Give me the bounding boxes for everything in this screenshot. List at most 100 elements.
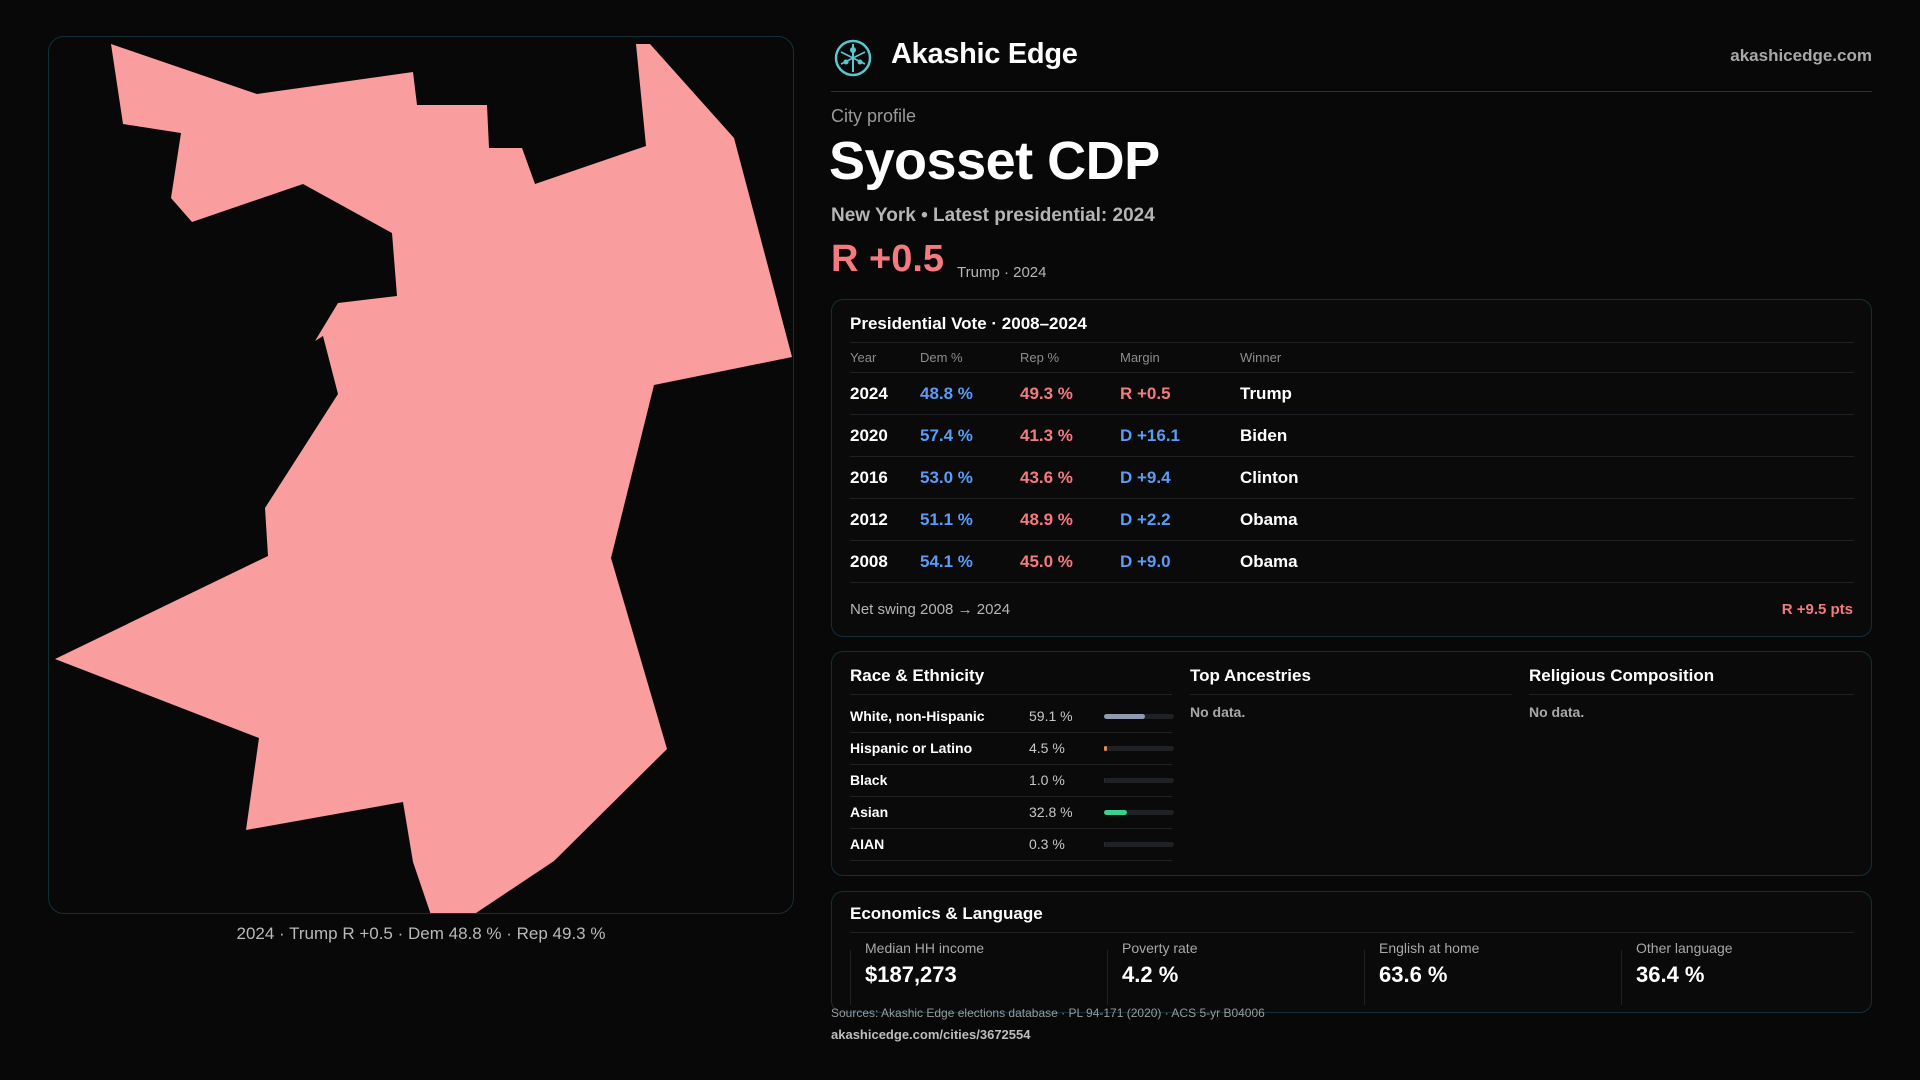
stat-label: Poverty rate <box>1122 940 1198 956</box>
stat-value: $187,273 <box>865 962 957 987</box>
cell-winner: Trump <box>1240 372 1854 415</box>
stat-label: Other language <box>1636 940 1733 956</box>
card-divider <box>850 932 1854 933</box>
ancestries-empty: No data. <box>1190 704 1246 720</box>
cell-rep: 48.9 % <box>1020 498 1120 541</box>
race-label: Hispanic or Latino <box>850 740 973 756</box>
stat-value: 63.6 % <box>1379 962 1448 987</box>
race-bar-fill <box>1104 746 1108 751</box>
cell-winner: Biden <box>1240 414 1854 457</box>
cell-rep: 45.0 % <box>1020 540 1120 583</box>
demographics-card: Race & Ethnicity White, non-Hispanic 59.1… <box>831 651 1872 876</box>
race-label: White, non-Hispanic <box>850 708 985 724</box>
cell-rep: 43.6 % <box>1020 456 1120 499</box>
brand-url-link[interactable]: akashicedge.com <box>1730 46 1872 65</box>
table-row: 2020 57.4 % 41.3 % D +16.1 Biden <box>850 414 1854 457</box>
cell-year: 2020 <box>850 414 920 457</box>
stat-label: Median HH income <box>865 940 985 956</box>
race-bar-fill <box>1104 778 1105 783</box>
col-header-year: Year <box>850 342 920 373</box>
race-row: White, non-Hispanic 59.1 % <box>850 700 1174 733</box>
stat-median-income: Median HH income $187,273 <box>865 940 984 1000</box>
race-bar-track <box>1104 714 1174 719</box>
net-swing-label: Net swing 2008 → 2024 <box>850 601 1011 618</box>
race-bar-track <box>1104 842 1174 847</box>
race-value: 59.1 % <box>1029 708 1073 724</box>
city-boundary-shape[interactable] <box>55 44 792 914</box>
network-globe-icon <box>834 39 872 77</box>
brand-name: Akashic Edge <box>891 38 1078 70</box>
ancestries-title: Top Ancestries <box>1190 666 1311 685</box>
cell-dem: 51.1 % <box>920 498 1020 541</box>
cell-dem: 54.1 % <box>920 540 1020 583</box>
city-subtitle: New York • Latest presidential: 2024 <box>831 205 1155 226</box>
cell-year: 2012 <box>850 498 920 541</box>
card-divider <box>1190 694 1512 695</box>
race-bar-track <box>1104 810 1174 815</box>
race-bar-fill <box>1104 810 1127 815</box>
header-divider <box>831 91 1872 92</box>
presidential-vote-card: Presidential Vote · 2008–2024 Year Dem %… <box>831 299 1872 637</box>
cell-year: 2016 <box>850 456 920 499</box>
table-row: 2024 48.8 % 49.3 % R +0.5 Trump <box>850 372 1854 415</box>
sources-note: Sources: Akashic Edge elections database… <box>831 1006 1265 1020</box>
presidential-vote-table: Year Dem % Rep % Margin Winner 2024 48.8 … <box>850 342 1854 583</box>
cell-dem: 53.0 % <box>920 456 1020 499</box>
cell-margin: D +9.4 <box>1120 456 1240 499</box>
latest-margin-note: Trump · 2024 <box>957 264 1047 281</box>
stat-divider <box>850 950 851 1005</box>
race-row: Asian 32.8 % <box>850 796 1174 829</box>
stat-divider <box>1621 950 1622 1005</box>
stat-other-language: Other language 36.4 % <box>1636 940 1733 1000</box>
race-ethnicity-title: Race & Ethnicity <box>850 666 985 685</box>
cell-margin: R +0.5 <box>1120 372 1240 415</box>
cell-winner: Clinton <box>1240 456 1854 499</box>
stat-value: 36.4 % <box>1636 962 1705 987</box>
religion-title: Religious Composition <box>1529 666 1715 685</box>
col-header-winner: Winner <box>1240 342 1854 373</box>
race-bar-track <box>1104 746 1174 751</box>
cell-rep: 41.3 % <box>1020 414 1120 457</box>
map-caption: 2024 · Trump R +0.5 · Dem 48.8 % · Rep 4… <box>236 924 606 943</box>
cell-margin: D +2.2 <box>1120 498 1240 541</box>
table-row: 2016 53.0 % 43.6 % D +9.4 Clinton <box>850 456 1854 499</box>
cell-winner: Obama <box>1240 540 1854 583</box>
col-header-margin: Margin <box>1120 342 1240 373</box>
city-boundary-map <box>55 44 792 914</box>
table-header-row: Year Dem % Rep % Margin Winner <box>850 342 1854 373</box>
race-row: AIAN 0.3 % <box>850 828 1174 861</box>
race-label: Asian <box>850 804 889 820</box>
cell-winner: Obama <box>1240 498 1854 541</box>
race-bar-fill <box>1104 714 1146 719</box>
stat-divider <box>1364 950 1365 1005</box>
col-header-rep: Rep % <box>1020 342 1120 373</box>
net-swing-value: R +9.5 pts <box>1781 601 1853 618</box>
race-label: AIAN <box>850 836 885 852</box>
table-row: 2012 51.1 % 48.9 % D +2.2 Obama <box>850 498 1854 541</box>
cell-margin: D +9.0 <box>1120 540 1240 583</box>
cell-year: 2024 <box>850 372 920 415</box>
cell-margin: D +16.1 <box>1120 414 1240 457</box>
cell-year: 2008 <box>850 540 920 583</box>
race-value: 4.5 % <box>1029 740 1065 756</box>
race-row: Hispanic or Latino 4.5 % <box>850 732 1174 765</box>
race-value: 0.3 % <box>1029 836 1065 852</box>
page-title: Syosset CDP <box>829 131 1160 191</box>
economics-card: Economics & Language Median HH income $1… <box>831 891 1872 1013</box>
presidential-vote-title: Presidential Vote · 2008–2024 <box>850 314 1087 333</box>
race-value: 32.8 % <box>1029 804 1073 820</box>
profile-label: City profile <box>831 106 917 126</box>
stat-poverty-rate: Poverty rate 4.2 % <box>1122 940 1197 1000</box>
stat-english-at-home: English at home 63.6 % <box>1379 940 1479 1000</box>
page-url-link[interactable]: akashicedge.com/cities/3672554 <box>831 1027 1031 1042</box>
stat-value: 4.2 % <box>1122 962 1179 987</box>
city-map-panel[interactable] <box>48 36 794 914</box>
race-label: Black <box>850 772 888 788</box>
stat-label: English at home <box>1379 940 1480 956</box>
card-divider <box>1529 694 1854 695</box>
cell-dem: 48.8 % <box>920 372 1020 415</box>
race-value: 1.0 % <box>1029 772 1065 788</box>
economics-title: Economics & Language <box>850 904 1043 923</box>
race-bar-track <box>1104 778 1174 783</box>
cell-rep: 49.3 % <box>1020 372 1120 415</box>
